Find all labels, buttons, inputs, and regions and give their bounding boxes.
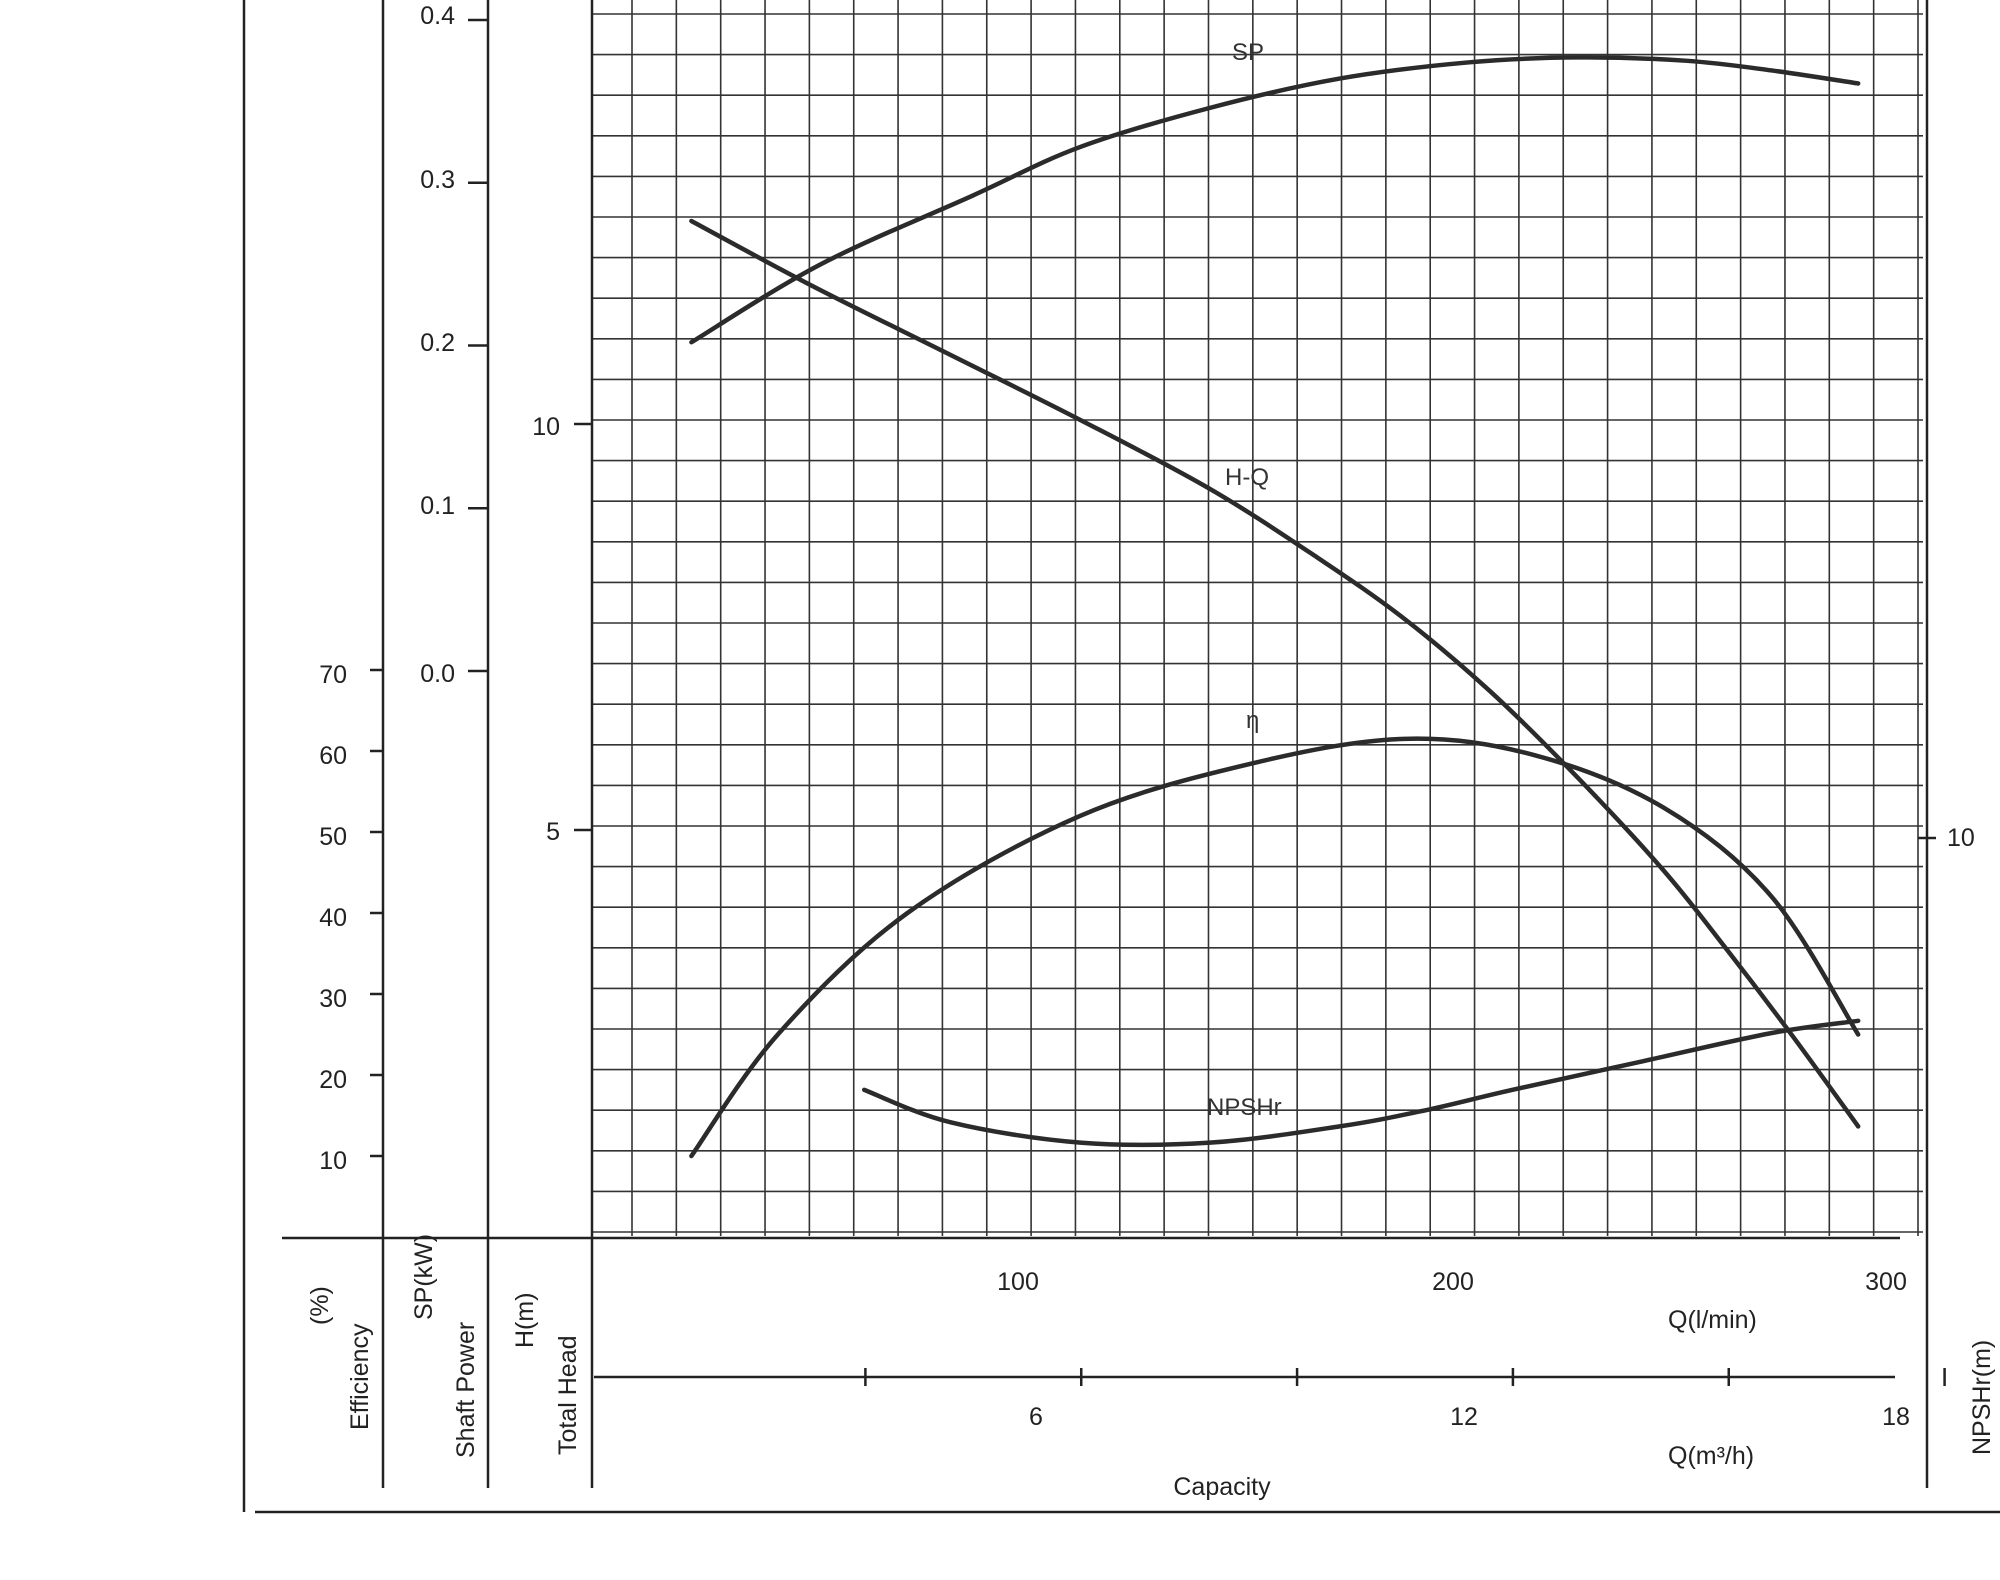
flow-m3h-axis-label: Q(m³/h): [1668, 1442, 1754, 1470]
shaft-power-tick-label: 0.4: [420, 2, 455, 30]
efficiency-axis-name: Efficiency: [346, 1323, 374, 1430]
total-head-axis-name: Total Head: [554, 1335, 582, 1455]
chart-grid: [592, 0, 1923, 1236]
curve-label-hq: H-Q: [1225, 464, 1269, 491]
shaft-power-tick-label: 0.0: [420, 660, 455, 688]
flow-m3h-tick-label: 18: [1882, 1403, 1910, 1431]
efficiency-tick-label: 10: [319, 1147, 347, 1175]
efficiency-tick-label: 50: [319, 823, 347, 851]
curve-npshr: [862, 1018, 1861, 1148]
curve-label-sp: SP: [1232, 39, 1264, 66]
flow-m3h-tick-label: 6: [1029, 1403, 1043, 1431]
flow-lpm-tick-label: 300: [1865, 1268, 1907, 1296]
shaft-power-axis-unit: SP(kW): [410, 1234, 438, 1320]
npshr-tick-label: 10: [1947, 824, 1975, 852]
performance-curves: [689, 55, 1861, 1159]
flow-lpm-tick-label: 200: [1432, 1268, 1474, 1296]
flow-lpm-axis-label: Q(l/min): [1668, 1306, 1757, 1334]
efficiency-axis-unit: (%): [306, 1286, 334, 1325]
chart-frame: [242, 0, 2000, 1514]
shaft-power-tick-label: 0.3: [420, 166, 455, 194]
curve-label-efficiency: η: [1246, 707, 1259, 734]
efficiency-tick-label: 70: [319, 661, 347, 689]
total-head-tick-label: 5: [546, 818, 560, 846]
flow-m3h-tick-label: 12: [1450, 1403, 1478, 1431]
shaft-power-axis-name: Shaft Power: [452, 1322, 480, 1458]
curve-sp: [689, 55, 1861, 345]
efficiency-tick-label: 20: [319, 1066, 347, 1094]
curve-h-q: [689, 218, 1861, 1129]
shaft-power-tick-label: 0.2: [420, 329, 455, 357]
total-head-tick-label: 10: [532, 413, 560, 441]
npshr-axis-unit: NPSHr(m): [1968, 1340, 1996, 1455]
efficiency-tick-label: 60: [319, 742, 347, 770]
total-head-axis-unit: H(m): [511, 1292, 539, 1348]
capacity-axis-title: Capacity: [1173, 1473, 1271, 1501]
flow-lpm-tick-label: 100: [997, 1268, 1039, 1296]
efficiency-tick-label: 40: [319, 904, 347, 932]
axis-ticks: [370, 18, 1946, 1386]
efficiency-tick-label: 30: [319, 985, 347, 1013]
curve-label-npshr: NPSHr: [1207, 1094, 1282, 1121]
curve-efficiency: [689, 736, 1861, 1159]
shaft-power-tick-label: 0.1: [420, 492, 455, 520]
